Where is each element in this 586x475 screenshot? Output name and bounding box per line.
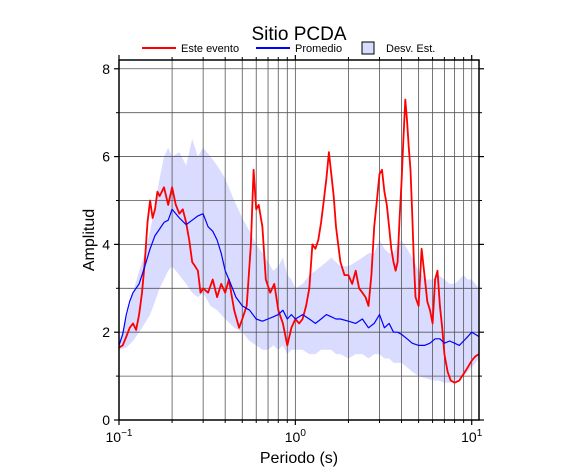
legend-swatch (361, 41, 375, 55)
series-line-este-evento (119, 98, 479, 384)
y-tick-label: 0 (102, 412, 110, 428)
plot-frame (118, 59, 480, 421)
x-axis-label: Periodo (s) (260, 450, 338, 467)
std-dev-band (119, 139, 479, 383)
legend: Este evento Promedio Desv. Est. (142, 41, 435, 55)
legend-item: Este evento (142, 43, 239, 55)
y-axis-label: Amplitud (81, 209, 98, 271)
y-tick-label: 8 (102, 61, 110, 77)
y-tick-label: 2 (102, 324, 110, 340)
series-line-promedio (119, 208, 479, 346)
y-tick-label: 6 (102, 149, 110, 165)
legend-item: Desv. Est. (361, 41, 435, 55)
legend-label: Desv. Est. (386, 43, 435, 55)
y-tick-label: 4 (102, 236, 110, 252)
chart-title: Sitio PCDA (251, 24, 346, 45)
legend-label: Promedio (295, 43, 342, 55)
legend-label: Este evento (181, 43, 239, 55)
legend-item: Promedio (256, 43, 342, 55)
